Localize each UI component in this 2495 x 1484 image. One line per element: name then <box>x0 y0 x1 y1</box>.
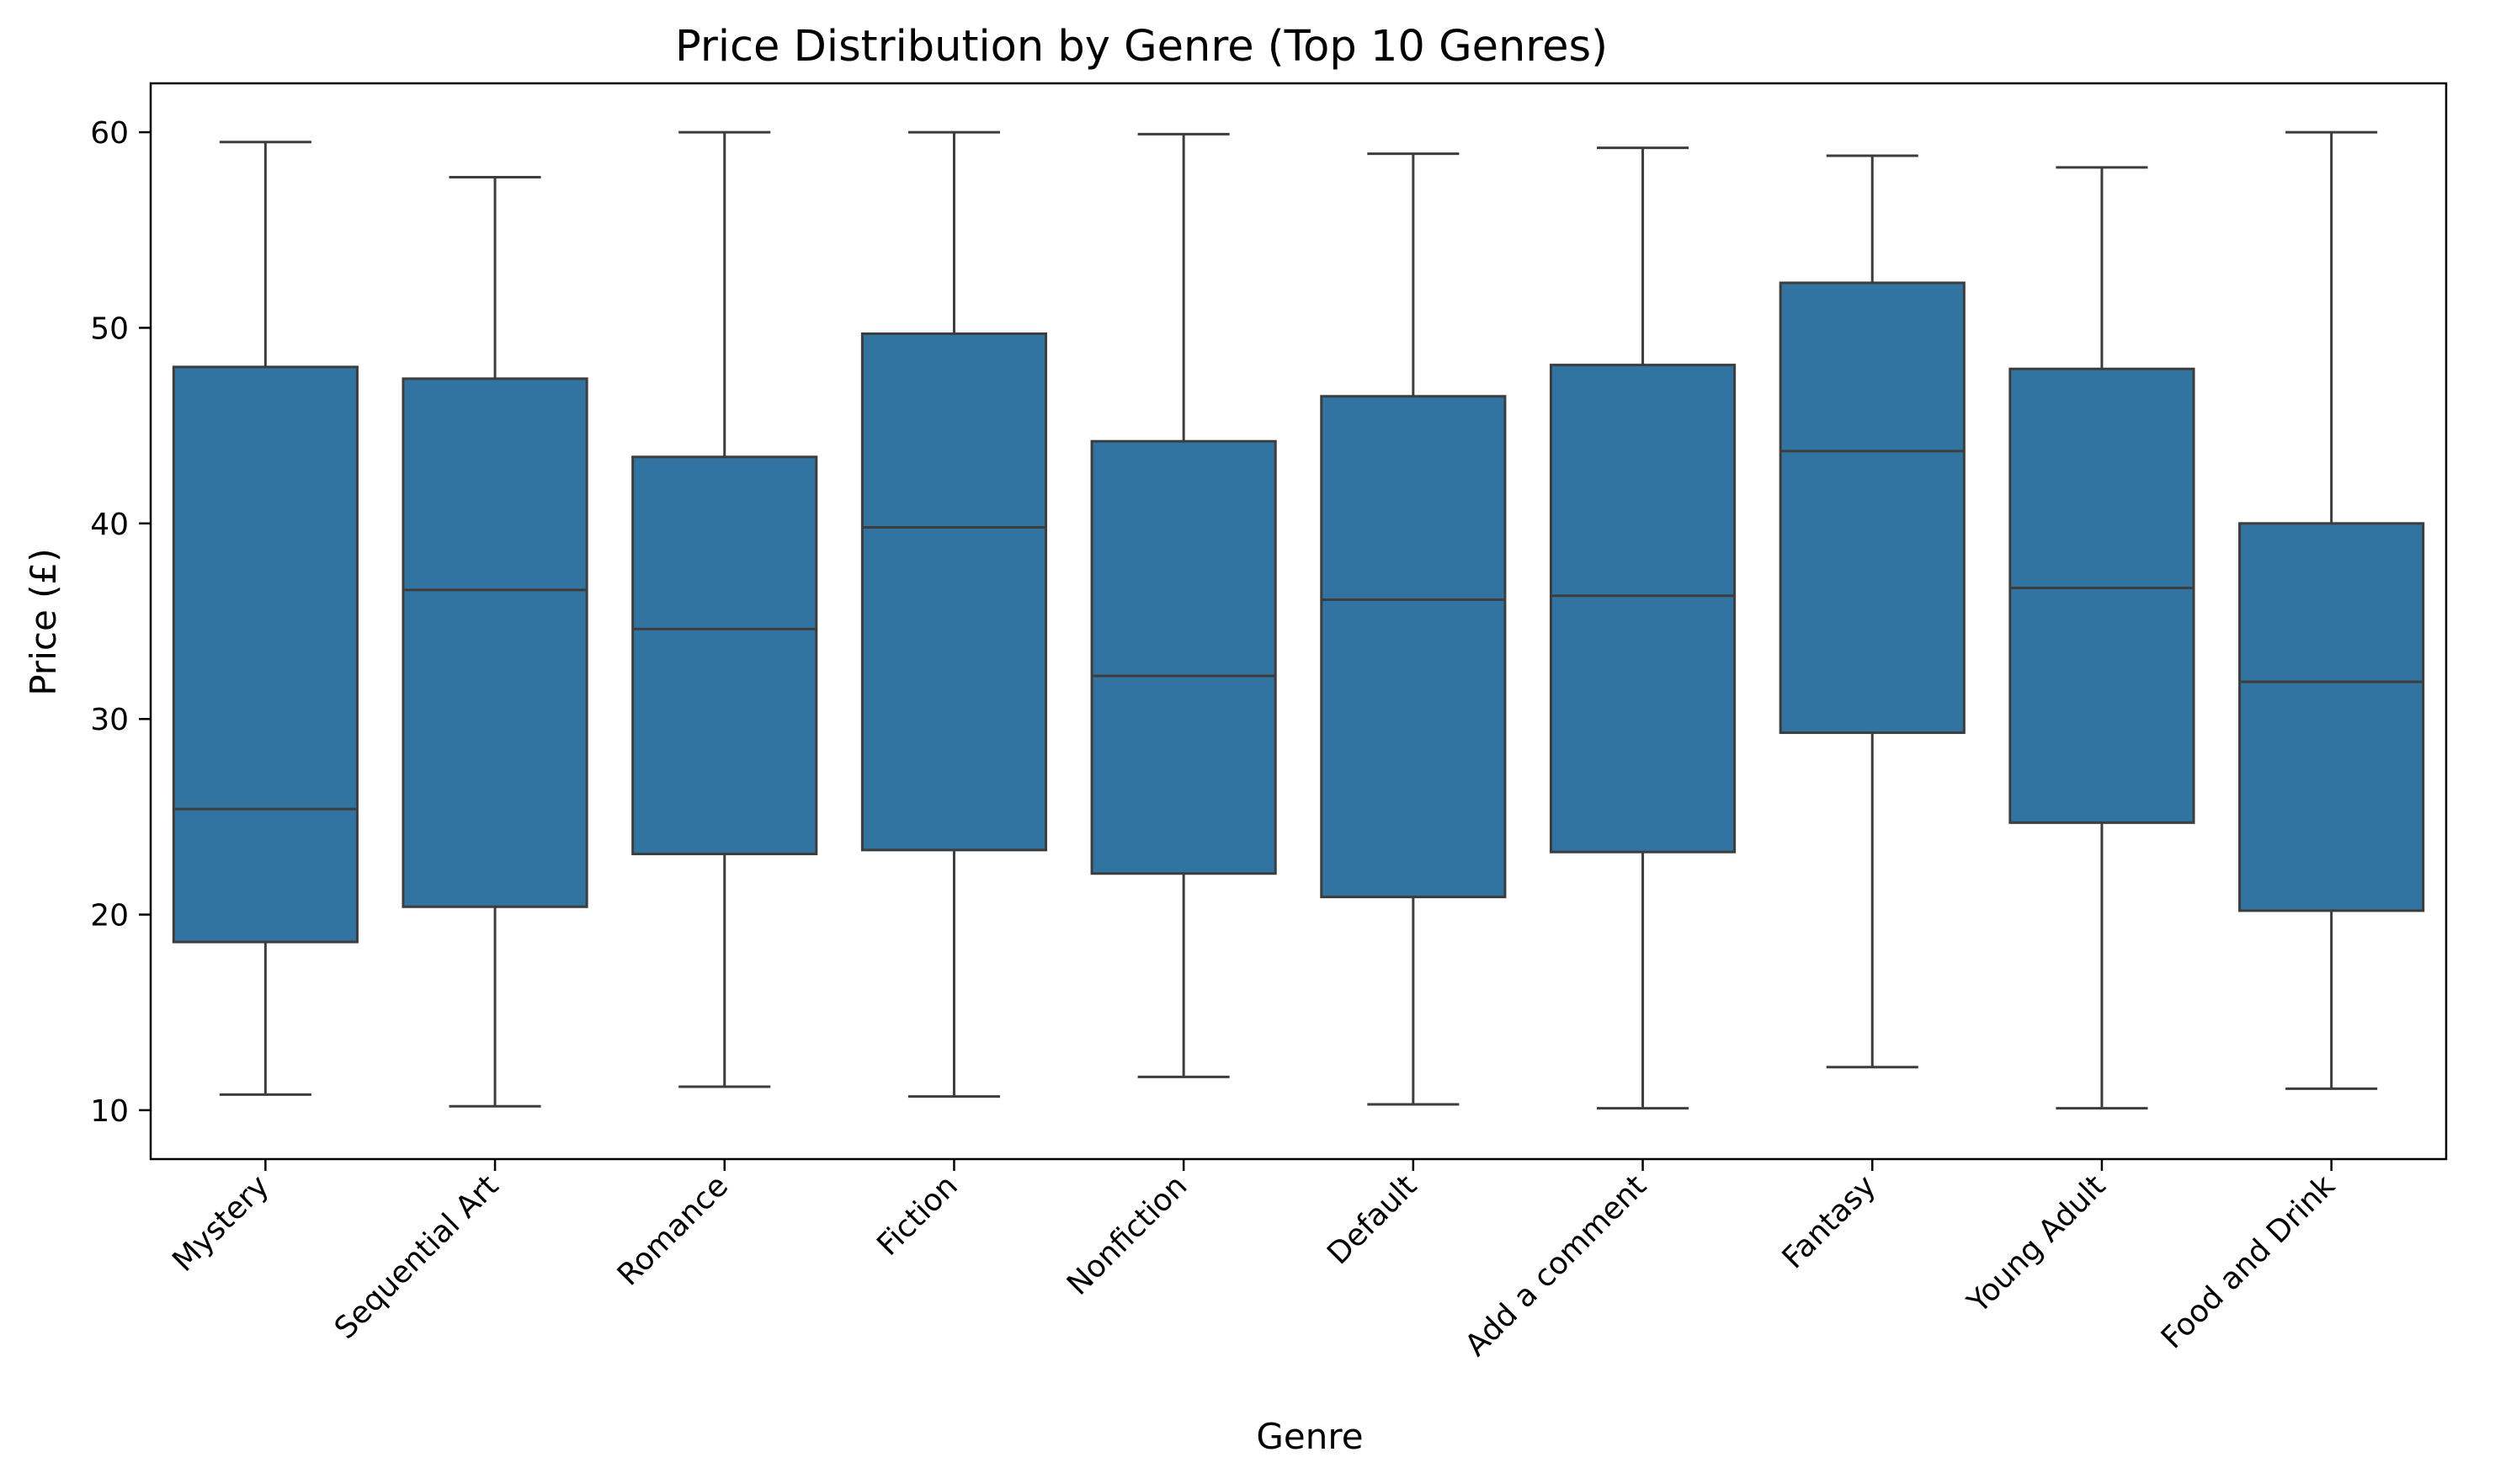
iqr-box <box>2238 522 2425 912</box>
x-tick-label: Romance <box>611 1168 735 1292</box>
y-tick-label: 50 <box>90 311 129 346</box>
box-group <box>1090 132 1277 1078</box>
y-tick-label: 40 <box>90 508 129 542</box>
x-axis: Mystery Sequential Art Romance Fiction Nonfi… <box>166 1159 2342 1363</box>
box-group <box>1549 146 1737 1110</box>
iqr-box <box>1090 439 1277 875</box>
chart-title: Price Distribution by Genre (Top 10 Genr… <box>675 22 1608 72</box>
x-tick-label: Young Adult <box>1960 1168 2112 1320</box>
y-tick-label: 10 <box>90 1094 129 1129</box>
x-tick-label: Sequential Art <box>328 1168 506 1346</box>
x-tick-label: Food and Drink <box>2155 1168 2342 1355</box>
x-tick-label: Nonfiction <box>1061 1168 1194 1302</box>
iqr-box <box>1320 395 1507 899</box>
x-tick-label: Default <box>1321 1168 1423 1271</box>
box-group <box>860 130 1048 1098</box>
box-group <box>172 141 359 1096</box>
iqr-box <box>402 377 588 908</box>
plot-frame <box>149 82 2448 1161</box>
y-tick-label: 60 <box>90 116 129 151</box>
iqr-box <box>631 455 818 856</box>
x-tick-label: Fiction <box>870 1168 965 1263</box>
box-group <box>1320 152 1507 1106</box>
iqr-box <box>1779 281 1966 734</box>
box-group <box>631 130 818 1088</box>
iqr-box <box>1549 364 1737 854</box>
plot-area <box>172 130 2425 1110</box>
x-tick-label: Add a comment <box>1459 1168 1653 1363</box>
iqr-box <box>2008 367 2195 824</box>
y-axis-title: Price (£) <box>23 548 64 695</box>
x-tick-label: Fantasy <box>1776 1168 1883 1275</box>
y-tick-label: 30 <box>90 703 129 737</box>
box-group <box>2238 130 2425 1090</box>
x-axis-title: Genre <box>1256 1416 1363 1457</box>
y-axis: 10 20 30 40 50 60 <box>90 116 151 1129</box>
x-tick-label: Mystery <box>166 1168 275 1278</box>
iqr-box <box>172 365 359 944</box>
box-group <box>1779 154 1966 1069</box>
box-group <box>402 176 588 1108</box>
y-tick-label: 20 <box>90 899 129 933</box>
box-group <box>2008 166 2195 1110</box>
iqr-box <box>860 332 1048 852</box>
